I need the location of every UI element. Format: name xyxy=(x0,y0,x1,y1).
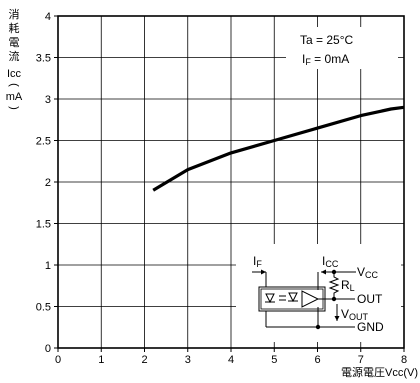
y-label-char-1: 消 xyxy=(9,7,20,21)
x-axis-label: 電源電圧Vcc(V) xyxy=(341,365,418,379)
x-tick-label: 2 xyxy=(141,354,147,366)
led-symbol xyxy=(265,293,275,304)
circuit-vout-label: VOUT xyxy=(341,307,369,322)
y-tick-label: 3.5 xyxy=(36,53,51,65)
x-tick-label: 5 xyxy=(271,354,277,366)
test-circuit: IF ICC VCC RL OUT xyxy=(236,244,401,342)
amplifier-symbol xyxy=(301,290,320,308)
condition-annotation: Ta = 25°C IF = 0mA xyxy=(286,27,398,69)
y-axis-ticks: 0 0.5 1 1.5 2 2.5 3 3.5 4 xyxy=(36,11,58,355)
y-tick-label: 4 xyxy=(45,11,51,23)
y-tick-label: 2.5 xyxy=(36,136,51,148)
photo-sensor-symbol xyxy=(288,292,298,303)
y-tick-label: 0.5 xyxy=(36,302,51,314)
circuit-icc-label: ICC xyxy=(322,254,339,269)
y-tick-label: 2 xyxy=(45,177,51,189)
x-tick-label: 0 xyxy=(55,354,61,366)
circuit-if-label: IF xyxy=(253,254,262,269)
y-label-symbol: Icc xyxy=(7,68,22,80)
y-label-unit: mA xyxy=(6,91,23,103)
y-label-char-4: 流 xyxy=(9,49,20,63)
x-tick-label: 1 xyxy=(98,354,104,366)
y-label-char-2: 耗 xyxy=(9,22,20,35)
y-tick-label: 1 xyxy=(45,260,51,272)
y-axis-label: 消 耗 電 流 Icc ( mA ) xyxy=(6,7,23,110)
x-tick-label: 3 xyxy=(185,354,191,366)
x-axis-ticks: 0 1 2 3 4 5 6 7 8 xyxy=(55,348,407,366)
load-resistor xyxy=(328,272,340,299)
circuit-out-label: OUT xyxy=(357,292,383,306)
circuit-rl-label: RL xyxy=(341,278,355,293)
y-label-paren-close: ) xyxy=(8,106,20,110)
series-line xyxy=(152,105,405,192)
y-tick-label: 1.5 xyxy=(36,219,51,231)
plot-area xyxy=(57,15,405,349)
if-condition: IF = 0mA xyxy=(302,52,349,67)
x-tick-label: 7 xyxy=(358,354,364,366)
y-tick-label: 3 xyxy=(45,94,51,106)
circuit-vcc-label: VCC xyxy=(357,265,379,280)
x-tick-label: 4 xyxy=(228,354,234,366)
x-tick-label: 6 xyxy=(314,354,320,366)
y-tick-label: 0 xyxy=(45,343,51,355)
y-label-char-3: 電 xyxy=(9,36,20,49)
ta-condition: Ta = 25°C xyxy=(300,33,353,47)
x-tick-label: 8 xyxy=(401,354,407,366)
y-label-paren-open: ( xyxy=(8,83,20,87)
circuit-gnd-label: GND xyxy=(357,320,384,334)
